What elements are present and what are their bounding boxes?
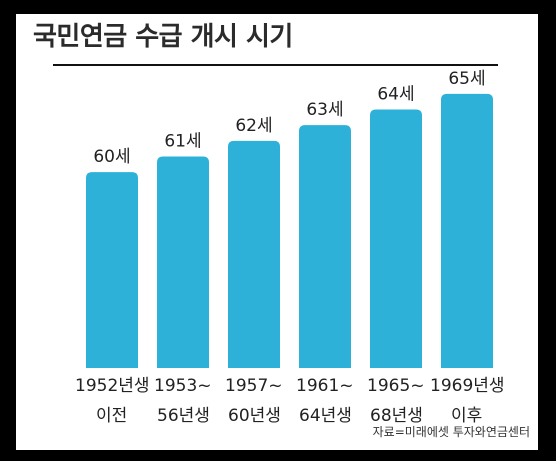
data-label-2: 61세 <box>164 132 201 152</box>
data-label-3: 62세 <box>235 116 272 136</box>
bar-4 <box>299 125 351 369</box>
category-label-2-line-1: 1953~ <box>154 376 212 396</box>
title-divider <box>53 64 498 66</box>
category-label-4-line-2: 64년생 <box>299 406 352 426</box>
data-label-5: 64세 <box>377 85 414 105</box>
category-label-4-line-1: 1961~ <box>296 376 354 396</box>
data-label-1: 60세 <box>93 147 130 167</box>
category-label-6-line-1: 1969년생 <box>430 376 505 396</box>
category-label-3-line-2: 60년생 <box>228 406 281 426</box>
data-labels: 60세 61세 62세 63세 64세 65세 <box>93 69 485 167</box>
data-label-6: 65세 <box>448 69 485 89</box>
category-label-3-line-1: 1957~ <box>225 376 283 396</box>
category-label-1-line-2: 이전 <box>96 406 128 426</box>
bar-6 <box>441 93 493 368</box>
chart-title: 국민연금 수급 개시 시기 <box>33 22 293 52</box>
source-note: 자료=미래에셋 투자와연금센터 <box>372 425 530 439</box>
data-label-4: 63세 <box>306 100 343 120</box>
bar-5 <box>370 109 422 368</box>
bar-3 <box>228 140 280 368</box>
bars <box>86 93 493 369</box>
category-label-2-line-2: 56년생 <box>157 406 210 426</box>
bar-1 <box>86 172 138 368</box>
category-label-1-line-1: 1952년생 <box>75 376 150 396</box>
category-label-5-line-1: 1965~ <box>367 376 425 396</box>
bar-2 <box>157 156 209 368</box>
category-label-5-line-2: 68년생 <box>370 406 423 426</box>
category-label-6-line-2: 이후 <box>451 406 483 426</box>
